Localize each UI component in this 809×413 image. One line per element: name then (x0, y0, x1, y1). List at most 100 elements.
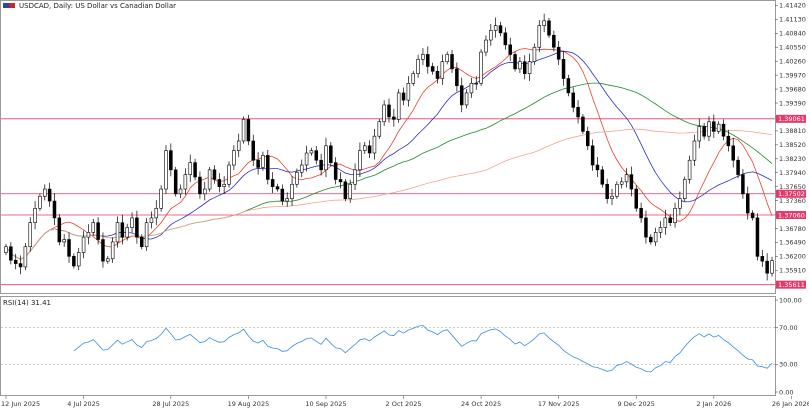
candle (387, 98, 391, 123)
candle-body (23, 246, 28, 268)
candle (396, 89, 401, 123)
candle (319, 153, 323, 176)
level-price-label: 1.37060 (778, 211, 805, 219)
candle (18, 255, 23, 275)
time-tick-label: 2 Oct 2025 (386, 400, 422, 408)
candle (91, 218, 96, 236)
candle-body (115, 222, 120, 243)
candle-body (43, 188, 47, 197)
candle (687, 155, 692, 184)
rsi-label: RSI(14) 31.41 (3, 299, 51, 307)
candle-body (295, 171, 299, 185)
candle (712, 114, 716, 138)
price-panel[interactable]: USDCAD, Daily: US Dollar vs Canadian Dol… (0, 0, 776, 294)
candle (241, 116, 246, 144)
candle-body (726, 135, 731, 147)
time-tick-label: 24 Oct 2025 (461, 400, 501, 408)
price-axis[interactable]: 1.41420 1.41130 1.40840 1.40550 1.40260 1.399… (775, 2, 806, 275)
moving-average-line (5, 50, 773, 260)
candle-body (309, 150, 314, 154)
candle-body (489, 30, 493, 41)
candle-body (610, 195, 614, 199)
candle (164, 145, 168, 194)
rsi-axis: 100.00 70.00 30.00 0.00 (775, 296, 802, 396)
price-tick-label: 1.40260 (779, 58, 806, 66)
candle (542, 13, 546, 33)
candle-body (416, 58, 420, 74)
candle (746, 186, 750, 220)
candle-body (712, 121, 716, 132)
candle (561, 51, 566, 86)
candle (67, 232, 71, 263)
candle (348, 179, 352, 203)
candle-body (149, 217, 154, 224)
candle-body (110, 241, 115, 260)
candle (673, 202, 677, 228)
candle (9, 242, 13, 265)
candle (23, 242, 28, 271)
candle (581, 114, 585, 134)
candle-body (421, 54, 425, 60)
price-tick-label: 1.36200 (779, 253, 806, 261)
candle (275, 183, 280, 192)
candle (295, 168, 299, 188)
candle (692, 134, 697, 166)
candle (421, 48, 425, 65)
level-tags: 1.39061 1.37502 1.37060 1.35611 (776, 114, 806, 289)
candle (188, 154, 192, 182)
candle (222, 176, 226, 194)
candle (619, 177, 624, 189)
candle (401, 87, 406, 106)
price-tick-label: 1.41420 (779, 2, 806, 10)
candle (363, 142, 367, 154)
candle (527, 53, 532, 81)
candle (4, 243, 8, 256)
candle-body (741, 174, 745, 195)
candle (450, 49, 454, 74)
price-tick-label: 1.38810 (779, 127, 806, 135)
price-tick-label: 1.38230 (779, 155, 806, 163)
candle (110, 237, 115, 263)
symbol-flag-icon[interactable] (3, 3, 9, 8)
candle (566, 74, 571, 97)
candle-body (750, 212, 755, 219)
candle (125, 223, 129, 241)
candle-body (624, 174, 629, 183)
candle-body (183, 174, 188, 190)
candle (716, 121, 721, 134)
candle (474, 76, 479, 90)
rsi-panel[interactable]: RSI(14) 31.41 100.00 70.00 30.00 0.00 (0, 296, 802, 396)
candle (270, 172, 275, 194)
candle (246, 114, 251, 146)
candle (649, 234, 653, 245)
candle (358, 142, 362, 178)
candle (338, 172, 343, 189)
time-axis[interactable]: 12 Jun 2025 4 Jul 2025 28 Jul 2025 19 Aug 2… (1, 396, 809, 408)
candle (38, 193, 42, 211)
price-tick-label: 1.35910 (779, 267, 806, 275)
candle-body (81, 236, 86, 253)
candle-body (333, 162, 338, 180)
candle-body (576, 107, 580, 118)
candle (43, 184, 47, 201)
rsi-line (73, 324, 773, 373)
price-tick-label: 1.36780 (779, 225, 806, 233)
price-tick-label: 1.37650 (779, 183, 806, 191)
rsi-tick-label: 100.00 (779, 296, 802, 304)
rsi-tick-label: 30.00 (779, 361, 798, 369)
candle (697, 118, 702, 149)
candle (304, 145, 309, 172)
candle (193, 158, 197, 181)
candle-body (426, 54, 430, 67)
candle-body (702, 126, 706, 137)
candle-body (72, 256, 76, 267)
candle (513, 51, 517, 72)
candle-body (561, 58, 566, 79)
candle-body (503, 32, 508, 46)
candle-body (469, 83, 474, 94)
level-price-tag (776, 189, 806, 198)
candle (755, 213, 760, 261)
candle-body (542, 20, 546, 26)
